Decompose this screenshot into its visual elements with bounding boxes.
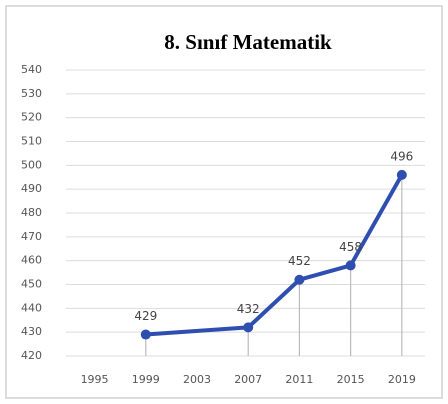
y-tick-label: 520 [21,111,42,124]
y-tick-label: 510 [21,135,42,148]
y-tick-label: 490 [21,182,42,195]
x-tick-label: 2011 [285,373,313,386]
y-tick-label: 420 [21,349,42,362]
chart-title: 8. Sınıf Matematik [164,30,332,54]
y-tick-label: 440 [21,301,42,314]
y-tick-label: 460 [21,254,42,267]
x-tick-label: 1999 [132,373,160,386]
x-tick-label: 2003 [183,373,211,386]
y-tick-label: 500 [21,158,42,171]
x-tick-label: 2007 [234,373,262,386]
data-label: 452 [288,254,311,268]
data-label: 429 [134,309,157,323]
x-tick-label: 2015 [337,373,365,386]
data-label: 496 [390,149,413,163]
data-label: 432 [237,302,260,316]
data-point [345,260,356,271]
y-tick-label: 430 [21,325,42,338]
y-tick-label: 470 [21,230,42,243]
data-point [396,169,407,180]
x-tick-label: 2019 [388,373,416,386]
data-point [294,274,305,285]
data-label: 458 [339,240,362,254]
data-point [140,329,151,340]
data-point [243,322,254,333]
y-tick-label: 540 [21,63,42,76]
x-tick-label: 1995 [81,373,109,386]
chart-frame [5,5,443,399]
y-tick-label: 450 [21,278,42,291]
y-tick-label: 530 [21,87,42,100]
y-tick-label: 480 [21,206,42,219]
